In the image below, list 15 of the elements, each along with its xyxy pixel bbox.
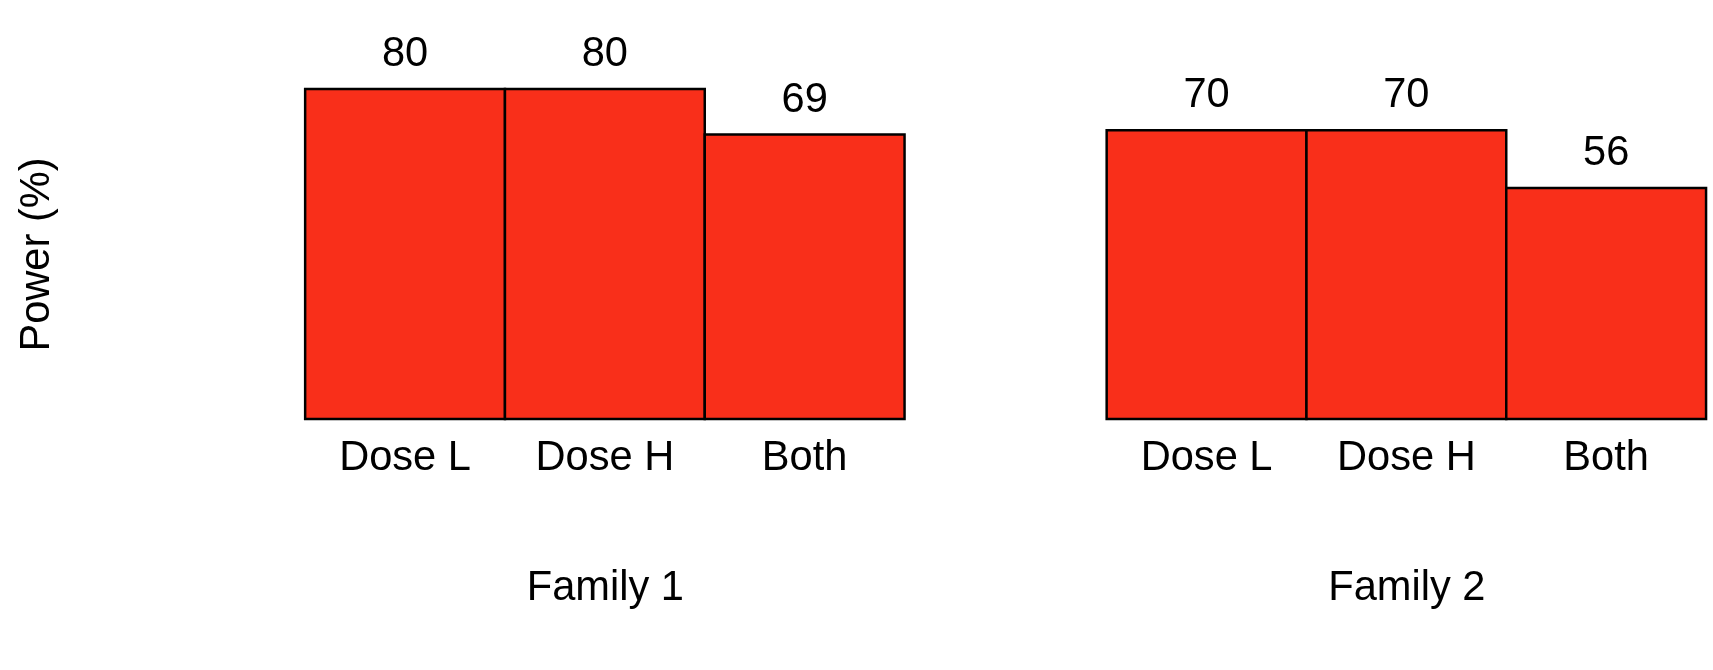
x-tick-label: Dose L bbox=[1140, 431, 1273, 479]
data-label: 70 bbox=[1183, 69, 1230, 117]
x-tick-label: Both bbox=[761, 431, 848, 479]
x-tick-label: Dose H bbox=[535, 431, 675, 479]
data-label: 80 bbox=[381, 28, 429, 76]
x-tick-label: Dose L bbox=[339, 431, 471, 479]
data-label: 69 bbox=[781, 73, 828, 121]
data-label: 80 bbox=[581, 28, 628, 76]
data-label: 70 bbox=[1383, 69, 1430, 117]
x-tick-label: Both bbox=[1563, 431, 1649, 479]
x-tick-label: Dose H bbox=[1336, 431, 1476, 479]
x-axis-title: Family 2 bbox=[1328, 561, 1486, 609]
x-axis-title: Family 1 bbox=[526, 561, 684, 609]
y-axis-title: Power (%) bbox=[11, 157, 59, 352]
data-label: 56 bbox=[1583, 127, 1630, 175]
